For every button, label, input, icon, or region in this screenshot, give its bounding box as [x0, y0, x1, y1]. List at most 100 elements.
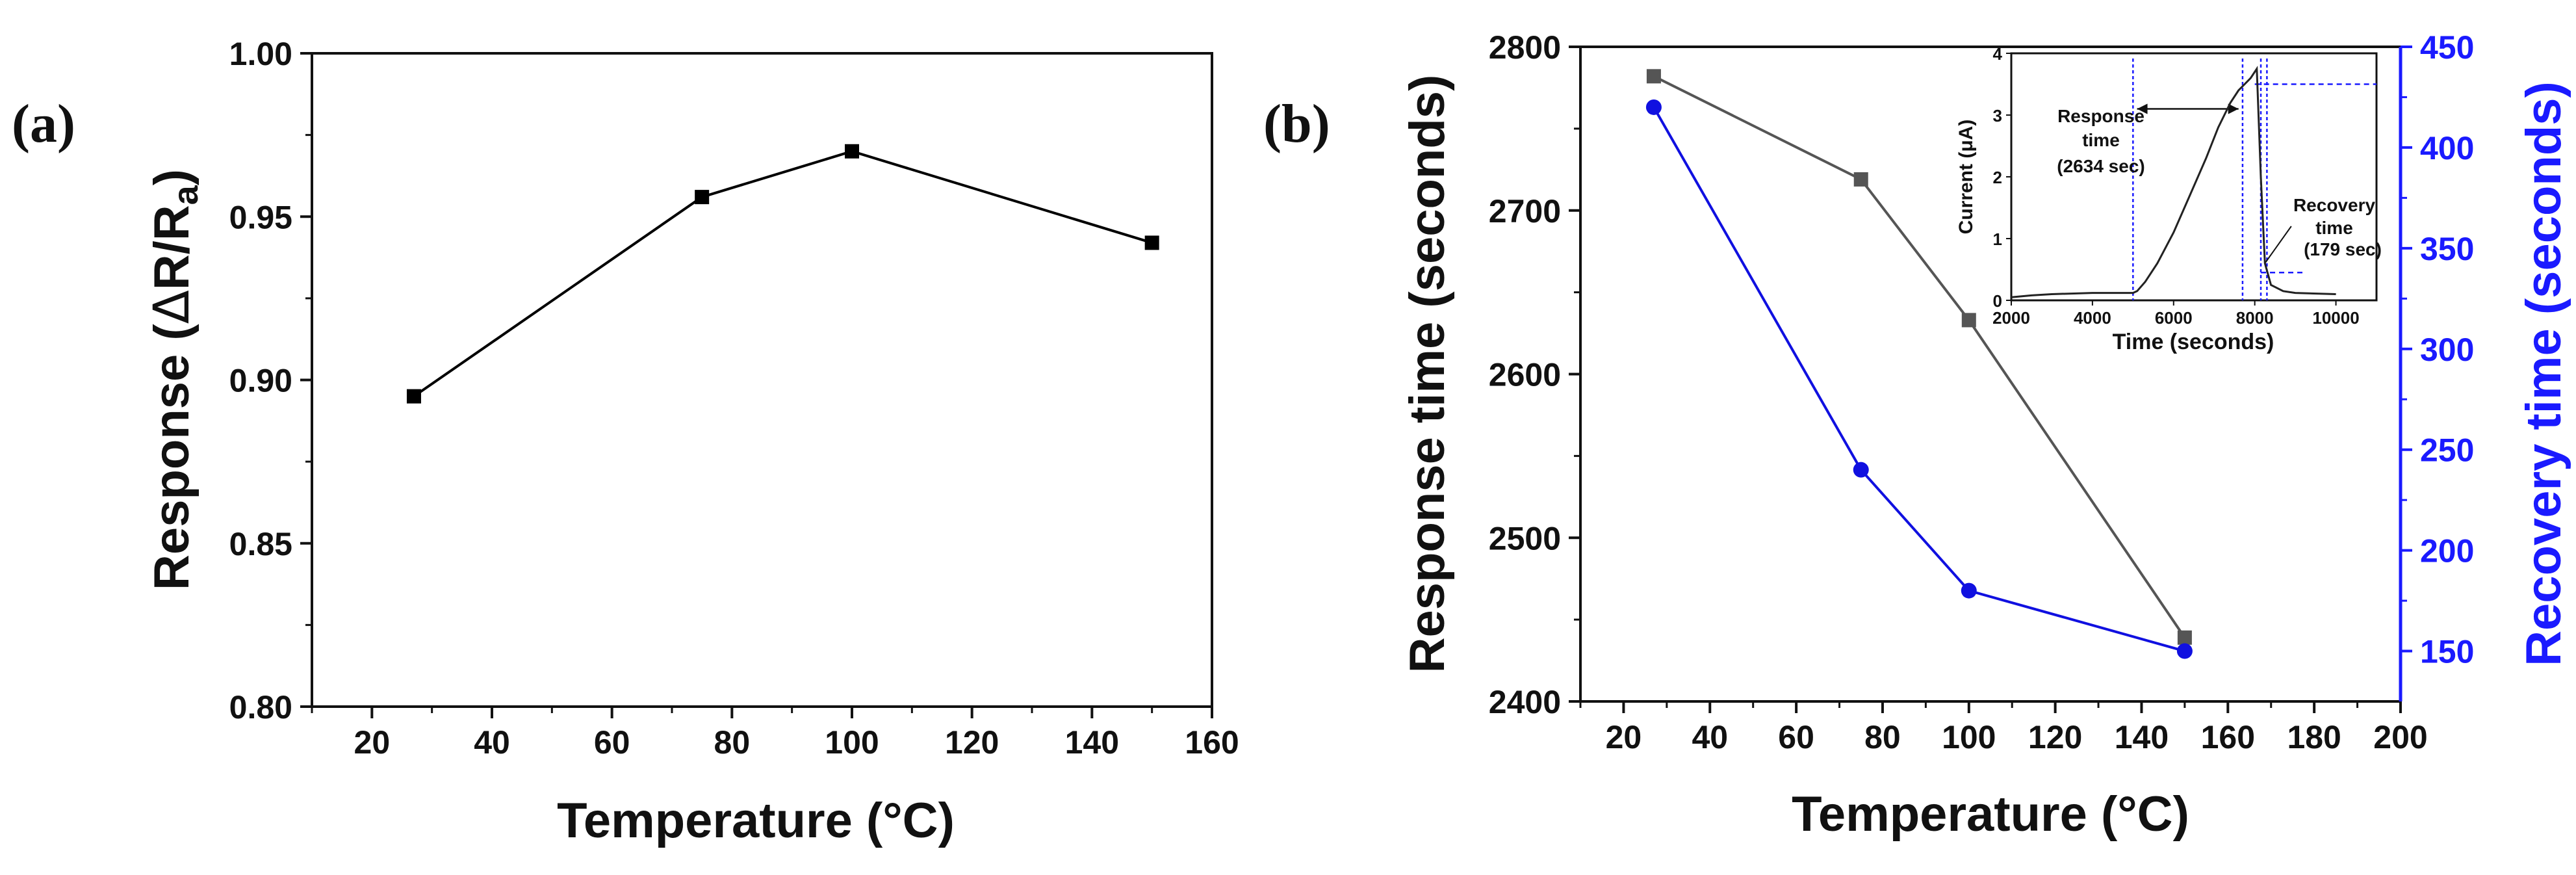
y-label-suffix: ): [144, 169, 200, 185]
x-tick-label: 140: [1065, 724, 1119, 761]
recovery-time-point: [1645, 99, 1662, 115]
inset-x-ticks: 2000 4000 6000 8000 10000: [1992, 300, 2360, 328]
x-tick-label: 20: [1606, 719, 1642, 755]
y-axis-label-right-b: Recovery time (seconds): [2516, 81, 2571, 666]
recovery-time-point: [1853, 462, 1869, 478]
y-tick-label: 0.85: [229, 526, 292, 562]
x-tick-label: 40: [1692, 719, 1728, 755]
inset-recovery-label: Recovery: [2293, 195, 2376, 215]
inset-current-curve: [2011, 66, 2336, 298]
response-time-point: [1853, 172, 1868, 187]
x-tick-label: 160: [2201, 719, 2255, 755]
plot-frame-a: [311, 52, 1213, 708]
y-tick-label: 0.90: [229, 363, 292, 399]
inset-x-tick-label: 4000: [2074, 308, 2111, 328]
inset-y-ticks: 0 1 2 3 4: [1993, 44, 2011, 311]
recovery-time-line: [1653, 106, 2185, 653]
x-axis-label-b: Temperature (°C): [1792, 787, 2189, 842]
chart-panel-b: (b) 20 40 60 80 100 120 140 160 180 200 240025002…: [1263, 29, 2571, 842]
y-axis-ticks-left-b: 2400 2500 2600 2700 2800: [1489, 29, 1580, 720]
x-tick-label: 160: [1185, 724, 1239, 761]
y-tick-label: 2500: [1489, 520, 1561, 556]
x-tick-label: 100: [825, 724, 879, 761]
inset-x-tick-label: 10000: [2312, 308, 2359, 328]
inset-y-tick-label: 4: [1993, 44, 2003, 64]
x-axis-ticks-a: 20 40 60 80 100 120 140 160: [311, 707, 1239, 761]
y-tick-label: 2400: [1489, 684, 1561, 720]
inset-time-markers: [2132, 59, 2376, 300]
series-response-time: [1646, 69, 2192, 645]
series-response-a: [406, 144, 1159, 404]
y-tick-label: 2700: [1489, 193, 1561, 229]
inset-y-tick-label: 2: [1993, 168, 2002, 187]
x-tick-label: 20: [354, 724, 391, 761]
y-tick-label: 1.00: [229, 36, 292, 72]
x-tick-label: 80: [714, 724, 751, 761]
series-recovery-time: [1645, 99, 2193, 659]
x-tick-label: 100: [1942, 719, 1996, 755]
y-label-subscript: a: [166, 185, 205, 205]
x-tick-label: 120: [945, 724, 999, 761]
y-right-tick-label: 300: [2420, 332, 2474, 368]
data-point: [1144, 235, 1159, 250]
inset-response-time-word: time: [2082, 130, 2120, 150]
y-axis-ticks-right-b: 150 200 250 300 350 400 450: [2401, 29, 2474, 670]
response-time-point: [1961, 313, 1976, 328]
chart-panel-a: (a) 20 40 60 80 100 120 140 160 0.80 0.85 0.90 0.9…: [12, 36, 1239, 848]
recovery-time-point: [2176, 643, 2193, 659]
response-time-point: [1646, 69, 1661, 84]
response-time-line: [1653, 75, 2186, 638]
inset-y-tick-label: 3: [1993, 106, 2002, 125]
x-tick-label: 140: [2115, 719, 2169, 755]
inset-recovery-pointer: [2264, 226, 2292, 264]
y-right-tick-label: 200: [2420, 533, 2474, 569]
x-tick-label: 60: [594, 724, 630, 761]
inset-recovery-time-word: time: [2315, 218, 2353, 238]
response-time-point: [2177, 630, 2192, 645]
y-right-tick-label: 450: [2420, 29, 2474, 66]
data-point: [695, 190, 710, 205]
x-tick-label: 200: [2373, 719, 2427, 755]
panel-label-a: (a): [12, 94, 75, 154]
inset-response-value: (2634 sec): [2057, 156, 2145, 176]
series-line: [413, 150, 1153, 398]
inset-x-tick-label: 8000: [2236, 308, 2274, 328]
data-point: [406, 389, 421, 404]
x-axis-ticks-b: 20 40 60 80 100 120 140 160 180 200: [1579, 701, 2428, 755]
y-right-tick-label: 250: [2420, 432, 2474, 469]
y-right-tick-label: 350: [2420, 231, 2474, 267]
x-tick-label: 180: [2287, 719, 2341, 755]
y-right-tick-label: 150: [2420, 634, 2474, 670]
y-axis-label-a: Response (ΔR/Ra): [142, 169, 205, 590]
inset-x-tick-label: 6000: [2155, 308, 2193, 328]
inset-x-axis-label: Time (seconds): [2113, 330, 2274, 354]
x-tick-label: 80: [1864, 719, 1901, 755]
inset-y-axis-label: Current (μA): [1955, 120, 1977, 235]
y-axis-label-left-b: Response time (seconds): [1400, 75, 1455, 673]
data-point: [845, 144, 859, 159]
y-tick-label: 2600: [1489, 357, 1561, 393]
inset-frame: [2010, 52, 2378, 302]
x-axis-label-a: Temperature (°C): [557, 793, 955, 848]
x-tick-label: 120: [2028, 719, 2082, 755]
inset-chart: 2000 4000 6000 8000 10000 0 1 2 3 4 Time (second…: [1955, 44, 2382, 354]
panel-label-b: (b): [1263, 94, 1330, 154]
y-axis-ticks-a: 0.80 0.85 0.90 0.95 1.00: [229, 36, 312, 725]
y-label-delta: Δ: [142, 290, 200, 324]
y-tick-label: 2800: [1489, 29, 1561, 66]
y-right-tick-label: 400: [2420, 130, 2474, 166]
x-tick-label: 40: [474, 724, 510, 761]
inset-y-tick-label: 1: [1993, 229, 2002, 249]
y-label-prefix: Response (: [144, 324, 200, 590]
y-tick-label: 0.80: [229, 689, 292, 725]
inset-arrow-head-right: [2228, 103, 2239, 114]
inset-y-tick-label: 0: [1993, 291, 2002, 311]
y-label-ratio: R/R: [144, 205, 200, 290]
inset-response-label: Response: [2057, 106, 2145, 126]
recovery-time-point: [1961, 582, 1977, 599]
y-tick-label: 0.95: [229, 199, 292, 235]
inset-recovery-value: (179 sec): [2304, 239, 2382, 259]
inset-arrow-head-left: [2137, 103, 2148, 114]
x-tick-label: 60: [1778, 719, 1814, 755]
